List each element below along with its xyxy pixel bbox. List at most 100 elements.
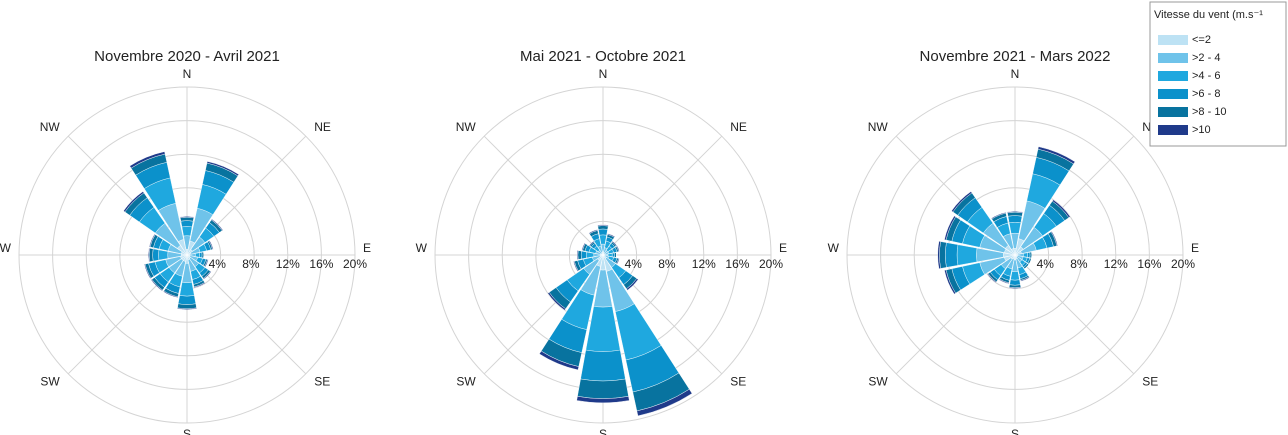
legend-swatch [1158,107,1188,117]
wedge-segment [206,161,240,177]
legend-label: >4 - 6 [1192,70,1220,82]
direction-label: SE [1142,374,1158,388]
r-tick-label: 4% [209,257,227,271]
legend-swatch [1158,71,1188,81]
wedge-segment [177,303,197,309]
grid-ring [52,120,322,390]
direction-label: N [183,67,192,81]
direction-label: SE [730,374,746,388]
r-tick-label: 20% [1171,257,1195,271]
wedge-segment [208,240,214,250]
direction-label: E [779,241,787,255]
direction-label: W [828,241,840,255]
wind-rose: Novembre 2020 - Avril 2021 4% 8% 12% 16% 20% N… [0,48,371,435]
direction-label: NW [456,120,477,134]
wedge-segment [585,306,621,352]
wedge-segment [607,233,616,238]
grid-ring [434,86,772,424]
wedge-segment [611,252,615,258]
direction-label: N [599,67,608,81]
wedge-segment [152,248,160,262]
legend: Vitesse du vent (m.s⁻¹ <=2 >2 - 4 >4 - 6 >6 … [1149,1,1287,147]
wedge-segment [1020,276,1030,282]
wedge-segment [1050,231,1058,247]
wedge-segment [1023,252,1028,258]
wedge-segment [1052,199,1071,218]
wedge-segment [580,250,587,260]
wedge-segment [1028,258,1032,265]
r-tick-label: 16% [725,257,749,271]
spoke [483,135,604,256]
r-tick-label: 4% [625,257,643,271]
wedge-segment [180,220,194,228]
direction-label: SW [456,374,476,388]
r-tick-label: 16% [309,257,333,271]
wedge-segment [987,273,997,283]
direction-label: SW [40,374,60,388]
wedge-segment [998,278,1010,284]
wedge-segment [1008,222,1022,234]
r-tick-label: 12% [276,257,300,271]
wedge-segment [148,247,151,263]
legend-swatch [1158,89,1188,99]
grid-ring [846,86,1184,424]
wedge-segment [577,378,629,399]
wedge-segment [203,271,212,280]
wedge-segment [636,388,693,417]
wedge-segment [580,349,626,382]
grid-ring [119,187,255,323]
wedge-segment [149,233,156,248]
wind-rose: Novembre 2021 - Mars 2022 4% 8% 12% 16% 20% N N… [828,48,1199,435]
chart-title: Novembre 2021 - Mars 2022 [920,48,1111,65]
wedge-segment [193,282,206,289]
grid-ring [18,86,356,424]
wedge-segment [1024,264,1029,269]
wedge-segment [1027,252,1031,258]
wedge-segment [937,241,941,269]
legend-label: >8 - 10 [1192,106,1227,118]
legend-label: >6 - 8 [1192,88,1220,100]
direction-label: W [0,241,12,255]
direction-label: NW [40,120,61,134]
r-tick-label: 8% [658,257,676,271]
r-tick-label: 4% [1037,257,1055,271]
r-tick-label: 20% [343,257,367,271]
wedge-segment [577,250,582,260]
wedge-segment [1007,211,1023,217]
spoke [1014,254,1135,375]
r-tick-label: 8% [1070,257,1088,271]
wedge-segment [179,282,195,297]
legend-swatch [1158,35,1188,45]
direction-label: E [363,241,371,255]
wedge-segment [1006,211,1024,214]
wedge-segment [177,295,197,305]
wedge-segment [163,290,179,298]
wedge-segment [597,225,609,230]
wedge-segment [177,307,197,310]
grid-ring [85,153,289,357]
wedge-segment [597,224,609,227]
legend-label: <=2 [1192,34,1211,46]
legend-swatch [1158,125,1188,135]
direction-label: NE [730,120,747,134]
grid-ring [880,120,1150,390]
wedge-segment [181,226,193,237]
wedge-segment [956,244,978,266]
direction-label: NW [868,120,889,134]
wedge-segment [611,240,618,247]
wedge-segment [944,215,956,241]
wedge-segment [148,248,154,262]
direction-label: E [1191,241,1199,255]
chart-title: Novembre 2020 - Avril 2021 [94,48,280,65]
r-tick-label: 12% [1104,257,1128,271]
wedge-segment [539,350,579,371]
grid-ring [913,153,1117,357]
wedge-segment [144,263,152,279]
spoke [602,135,723,256]
wedge-segment [547,292,566,311]
wedge-segment [588,229,598,235]
chart-title: Mai 2021 - Octobre 2021 [520,48,686,65]
legend-title: Vitesse du vent (m.s⁻¹ [1154,9,1263,21]
direction-label: W [416,241,428,255]
